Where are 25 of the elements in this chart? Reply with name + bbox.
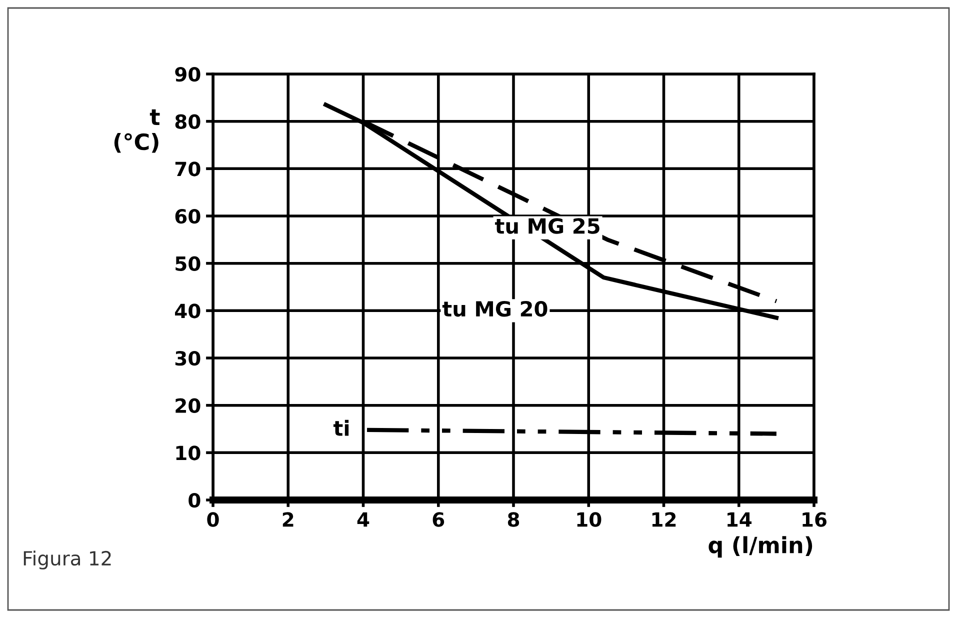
text: tu MG 20: [442, 300, 548, 317]
x-tick-label: 0: [207, 512, 219, 527]
x-axis-title: q (l/min): [708, 536, 812, 558]
text: Figura 12: [24, 550, 111, 570]
series-label: ti: [333, 420, 349, 436]
y-tick-label: 80: [175, 114, 200, 129]
y-tick-label: 70: [175, 162, 200, 176]
y-tick-label: 20: [176, 398, 200, 413]
x-tick-label: 10: [577, 512, 602, 527]
x-tick-label: 14: [728, 512, 752, 527]
x-tick-label: 8: [508, 512, 520, 527]
y-axis-title: t (°C): [114, 109, 160, 153]
x-tick-label: 6: [432, 512, 444, 527]
y-tick-label: 10: [176, 446, 200, 460]
x-tick-label: 12: [652, 512, 676, 527]
y-tick-label: 90: [175, 66, 200, 82]
series-label: tu MG 25: [494, 218, 600, 234]
x-tick-label: 2: [282, 512, 294, 527]
y-tick-label: 0: [188, 492, 200, 508]
y-tick-label: 60: [175, 208, 200, 224]
y-tick-label: 40: [175, 304, 200, 318]
y-tick-label: 50: [176, 256, 200, 271]
x-tick-label: 4: [357, 512, 370, 527]
y-tick-label: 30: [175, 350, 200, 366]
x-tick-label: 16: [802, 512, 826, 527]
